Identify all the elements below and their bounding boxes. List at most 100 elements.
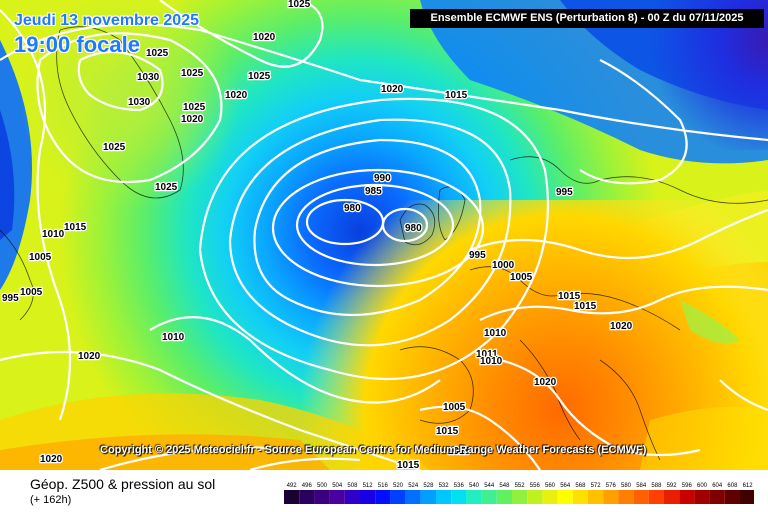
model-run-banner: Ensemble ECMWF ENS (Perturbation 8) - 00… [410, 9, 764, 28]
pressure-label: 1025 [103, 142, 126, 153]
pressure-label: 995 [556, 187, 573, 198]
legend-swatch [344, 490, 360, 504]
pressure-label: 1005 [20, 287, 43, 298]
legend-swatch [451, 490, 467, 504]
pressure-label: 985 [365, 186, 382, 197]
map-canvas: 1025 1020 1030 1025 1030 1025 1020 1025 … [0, 0, 768, 470]
legend-swatch [375, 490, 391, 504]
pressure-label: 995 [469, 250, 486, 261]
legend-value: 500 [317, 483, 328, 489]
legend-value: 512 [363, 483, 374, 489]
legend-value: 540 [469, 483, 480, 489]
legend-swatch [329, 490, 345, 504]
legend-swatch [664, 490, 680, 504]
forecast-date: Jeudi 13 novembre 2025 [14, 12, 199, 29]
pressure-label: 1025 [183, 102, 206, 113]
legend-value: 504 [332, 483, 343, 489]
legend-swatch [557, 490, 573, 504]
legend-swatch [360, 490, 376, 504]
legend-value: 596 [682, 483, 693, 489]
pressure-label: 1025 [155, 182, 178, 193]
legend-value: 520 [393, 483, 404, 489]
lead-time: (+ 162h) [30, 494, 72, 506]
legend-value: 560 [545, 483, 556, 489]
pressure-label: 1020 [181, 114, 204, 125]
legend-value: 556 [530, 483, 541, 489]
color-legend: 492 496 500 504 508 512 516 520 524 528 532 536 540 5… [284, 483, 754, 504]
pressure-label: 1020 [78, 351, 101, 362]
pressure-label: 1020 [40, 454, 63, 465]
isobars [0, 0, 768, 470]
pressure-label: 1010 [42, 229, 65, 240]
pressure-label: 1015 [558, 291, 581, 302]
legend-value: 532 [439, 483, 450, 489]
legend-value: 584 [636, 483, 647, 489]
legend-value: 524 [408, 483, 419, 489]
pressure-label: 1025 [248, 71, 271, 82]
legend-swatch [724, 490, 740, 504]
legend-swatch [512, 490, 528, 504]
legend-value: 580 [621, 483, 632, 489]
copyright-notice: Copyright © 2025 Meteociel.fr - Source E… [100, 444, 647, 456]
pressure-label: 1030 [137, 72, 160, 83]
legend-swatch [740, 490, 754, 504]
legend-swatch [436, 490, 452, 504]
legend-swatch [390, 490, 406, 504]
pressure-label: 990 [374, 173, 391, 184]
pressure-label-group: 1025 1020 1030 1025 1030 1025 1020 1025 … [1, 0, 634, 470]
pressure-label: 1020 [253, 32, 276, 43]
legend-value: 592 [667, 483, 678, 489]
pressure-label: 1010 [480, 356, 503, 367]
legend-value: 536 [454, 483, 465, 489]
legend-swatch [466, 490, 482, 504]
weather-map: 1025 1020 1030 1025 1030 1025 1020 1025 … [0, 0, 768, 470]
pressure-label: 1025 [288, 0, 311, 10]
pressure-label: 1010 [162, 332, 185, 343]
legend-value: 564 [560, 483, 571, 489]
legend-swatch [542, 490, 558, 504]
pressure-label: 1010 [484, 328, 507, 339]
pressure-label: 1015 [574, 301, 597, 312]
legend-value: 496 [302, 483, 313, 489]
legend-swatch [603, 490, 619, 504]
legend-value: 552 [515, 483, 526, 489]
legend-value: 588 [651, 483, 662, 489]
legend-swatch [420, 490, 436, 504]
pressure-label: 1015 [445, 90, 468, 101]
legend-swatch [679, 490, 695, 504]
pressure-label: 1015 [436, 426, 459, 437]
pressure-label: 1020 [225, 90, 248, 101]
pressure-label: 995 [2, 293, 19, 304]
forecast-time: 19:00 focale [14, 32, 140, 57]
pressure-label: 1020 [534, 377, 557, 388]
pressure-label: 1025 [181, 68, 204, 79]
legend-value: 516 [378, 483, 389, 489]
legend-value: 572 [591, 483, 602, 489]
legend-swatch [572, 490, 588, 504]
legend-value: 612 [743, 483, 754, 489]
legend-swatch [496, 490, 512, 504]
pressure-label: 1005 [510, 272, 533, 283]
legend-swatch [709, 490, 725, 504]
legend-value: 576 [606, 483, 617, 489]
pressure-label: 1015 [64, 222, 87, 233]
legend-swatch [527, 490, 543, 504]
legend-value: 548 [499, 483, 510, 489]
legend-swatch [299, 490, 315, 504]
pressure-label: 1000 [492, 260, 515, 271]
legend-value: 508 [347, 483, 358, 489]
legend-swatch [588, 490, 604, 504]
legend-swatch [284, 490, 300, 504]
legend-value: 600 [697, 483, 708, 489]
coastlines [0, 26, 768, 461]
legend-swatch [314, 490, 330, 504]
legend-swatch [648, 490, 664, 504]
legend-value: 608 [727, 483, 738, 489]
legend-swatch [633, 490, 649, 504]
pressure-label: 1030 [128, 97, 151, 108]
legend-value: 528 [423, 483, 434, 489]
pressure-label: 980 [344, 203, 361, 214]
legend-value: 604 [712, 483, 723, 489]
pressure-label: 1005 [29, 252, 52, 263]
pressure-label: 980 [405, 223, 422, 234]
